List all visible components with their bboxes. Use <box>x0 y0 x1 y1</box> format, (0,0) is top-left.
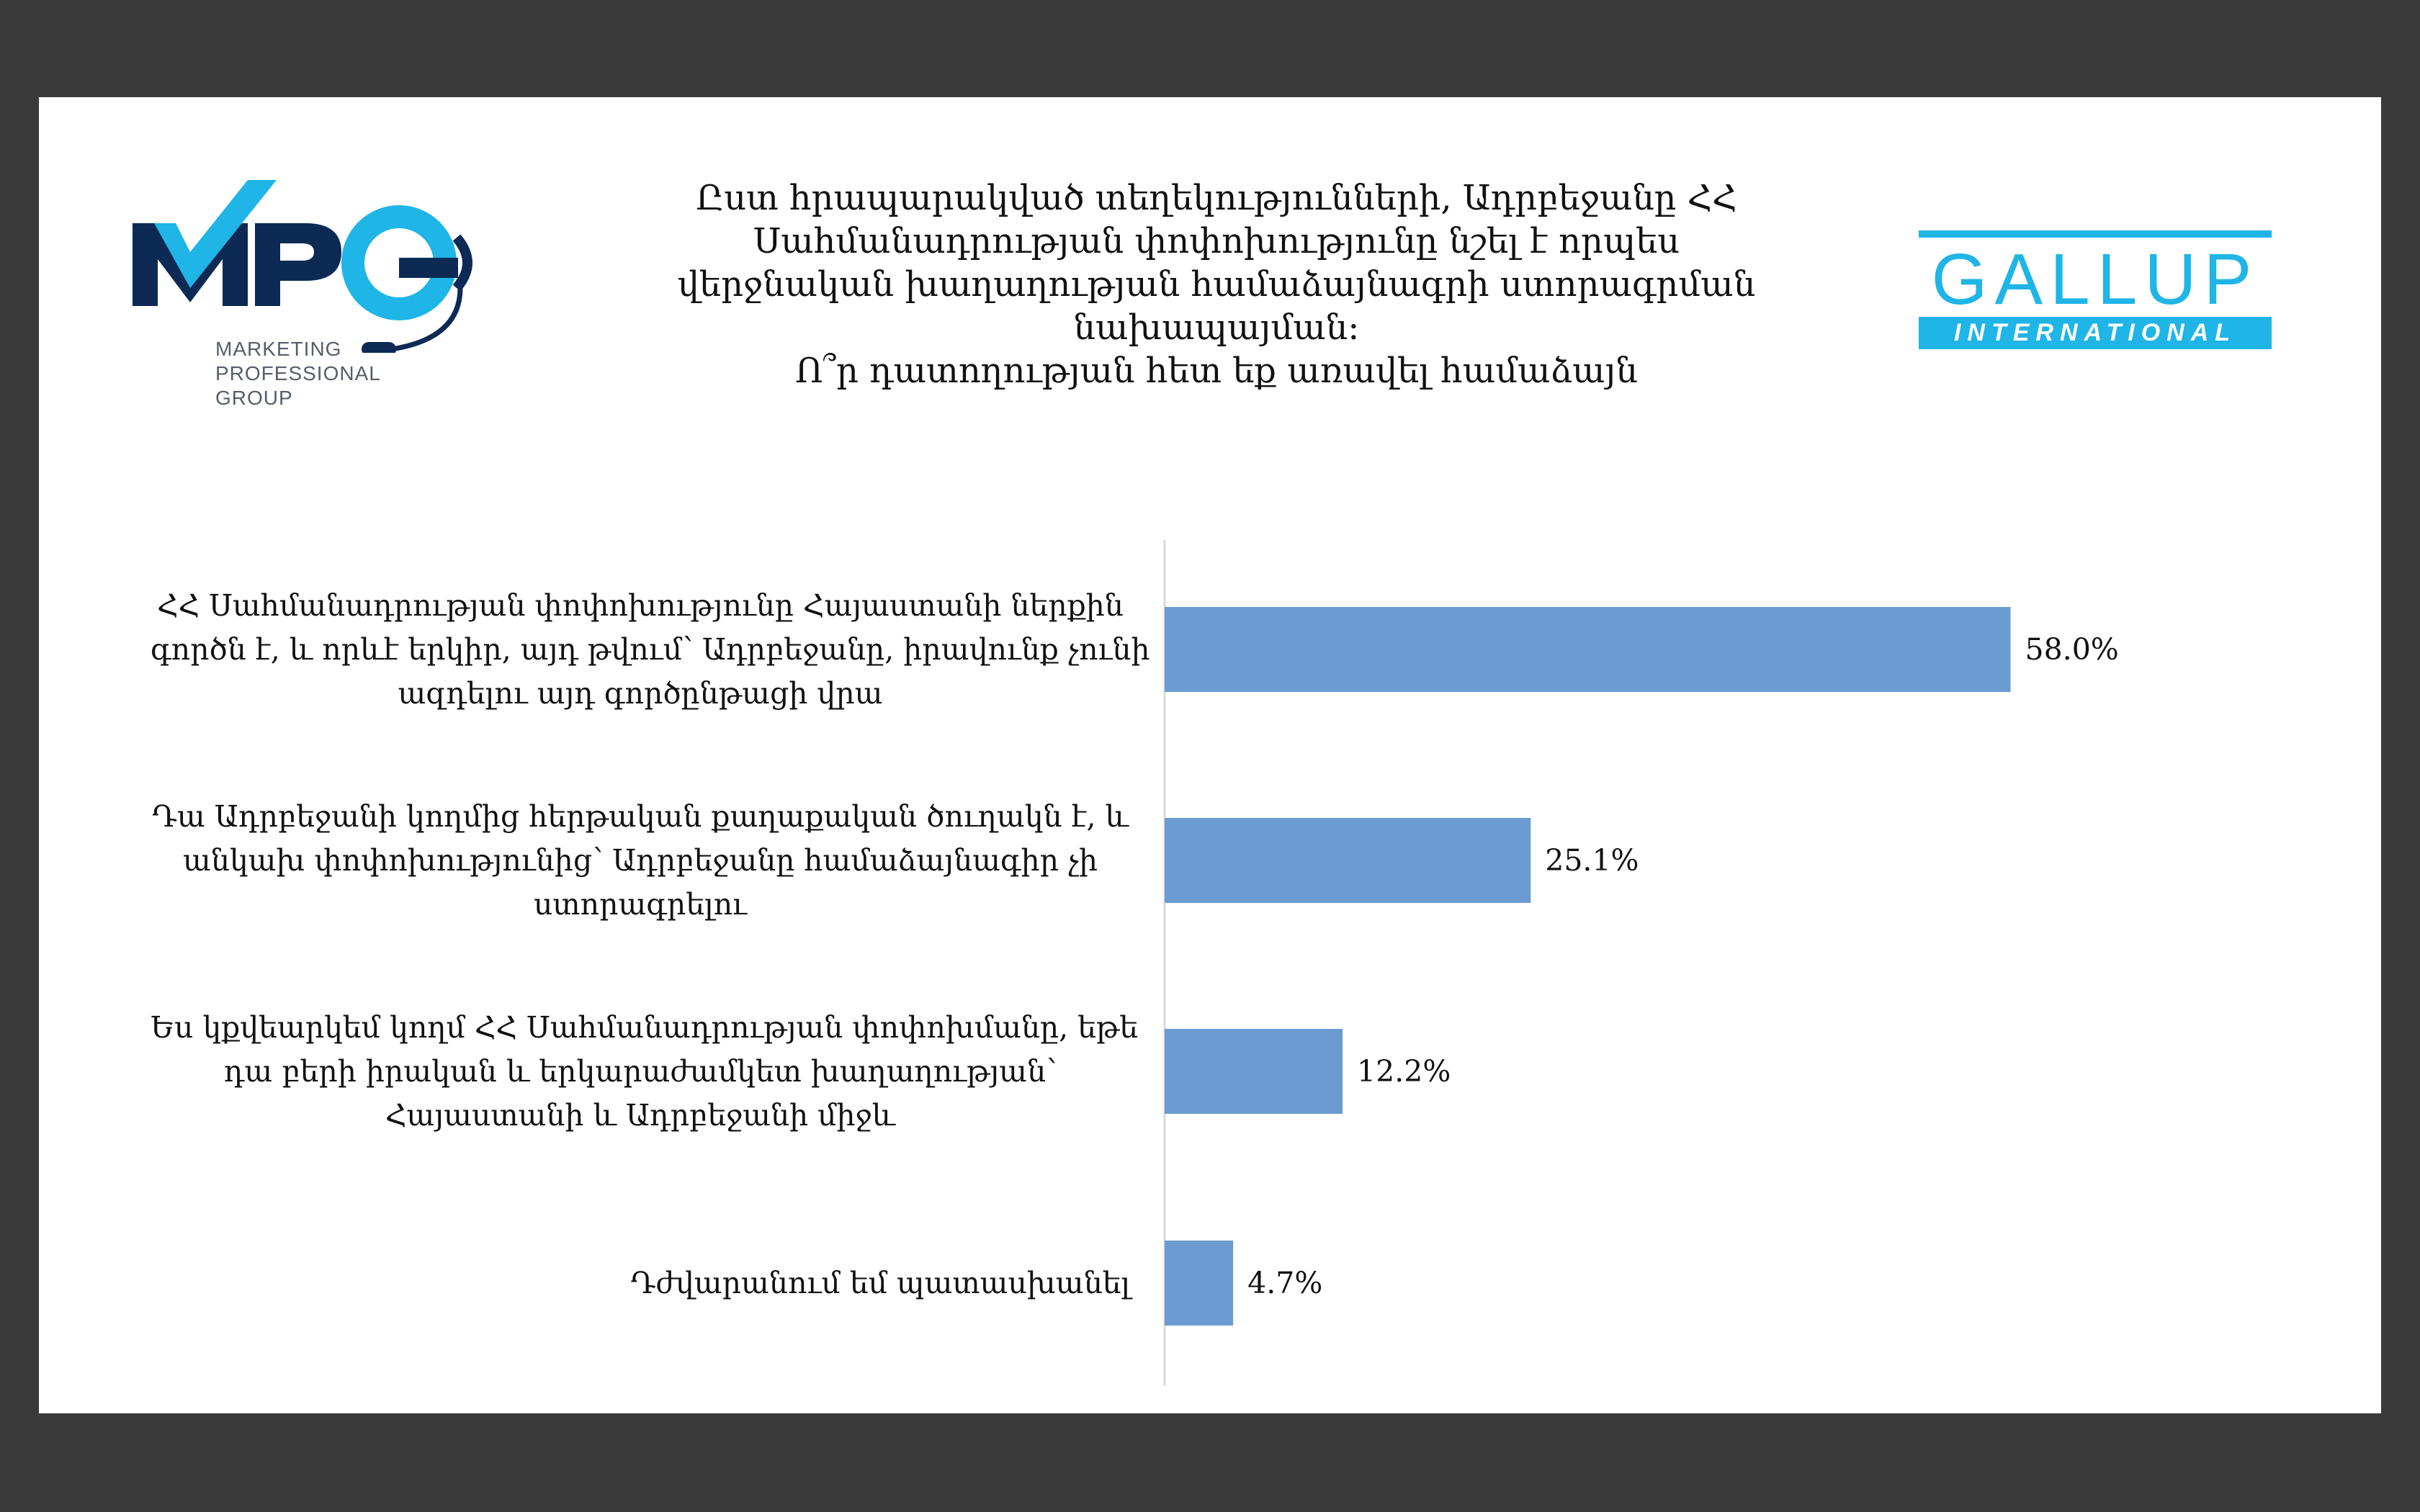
mpg-subtitle: MARKETING PROFESSIONAL GROUP <box>215 337 381 410</box>
bar-chart <box>1163 540 2011 1386</box>
category-label-line: ՀՀ Սահմանադրության փոփոխությունը Հայաստա… <box>157 588 1124 623</box>
gallup-top-bar <box>1919 230 2272 238</box>
category-label-line: անկախ փոփոխությունից՝ Ադրբեջանը համաձայն… <box>182 842 1098 878</box>
mpg-subtitle-line: GROUP <box>215 387 293 409</box>
mpg-logo-mark <box>133 180 472 353</box>
title-line: Սահմանադրության փոփոխությունը նշել է որպ… <box>753 221 1680 261</box>
bar <box>1165 818 1531 903</box>
category-label-line: ազդելու այդ գործընթացի վրա <box>398 675 883 711</box>
gallup-logo: GALLUP INTERNATIONAL <box>1919 230 2272 353</box>
category-label-line: Դժվարանում եմ պատասխանել <box>630 1265 1130 1300</box>
data-label: 25.1% <box>1545 843 1639 878</box>
chart-title: Ըստ հրապարակված տեղեկությունների, Ադրբեջ… <box>601 176 1832 392</box>
title-line: Ըստ հրապարակված տեղեկությունների, Ադրբեջ… <box>696 178 1737 218</box>
category-label-line: Հայաստանի և Ադրբեջանի միջև <box>385 1097 895 1133</box>
category-label: Դժվարանում եմ պատասխանել <box>151 1261 1130 1305</box>
category-label: ՀՀ Սահմանադրության փոփոխությունը Հայաստա… <box>151 584 1150 716</box>
category-label-line: Դա Ադրբեջանի կողմից հերթական քաղաքական ծ… <box>152 798 1129 834</box>
slide: MARKETING PROFESSIONAL GROUP Ըստ հրապարա… <box>39 97 2381 1413</box>
gallup-international: INTERNATIONAL <box>1919 317 2272 349</box>
bar <box>1165 1241 1234 1326</box>
category-label-line: ստորագրելու <box>533 886 747 922</box>
data-label: 4.7% <box>1247 1266 1323 1300</box>
bar <box>1165 1029 1343 1114</box>
bar <box>1165 607 2011 692</box>
gallup-wordmark: GALLUP <box>1931 239 2259 320</box>
title-line: Ո՞ր դատողության հետ եք առավել համաձայն <box>795 351 1638 391</box>
category-label-line: Ես կքվեարկեմ կողմ ՀՀ Սահմանադրության փոփ… <box>151 1009 1139 1045</box>
title-line: նախապայման: <box>1073 307 1360 348</box>
mpg-logo: MARKETING PROFESSIONAL GROUP <box>133 180 557 432</box>
mpg-subtitle-line: MARKETING <box>215 338 342 360</box>
title-line: վերջնական խաղաղության համաձայնագրի ստորա… <box>677 264 1756 305</box>
category-label: Ես կքվեարկեմ կողմ ՀՀ Սահմանադրության փոփ… <box>151 1006 1139 1138</box>
data-label: 12.2% <box>1357 1054 1451 1089</box>
data-label: 58.0% <box>2025 632 2119 667</box>
category-label: Դա Ադրբեջանի կողմից հերթական քաղաքական ծ… <box>151 795 1130 927</box>
category-label-line: դա բերի իրական և երկարաժամկետ խաղաղությա… <box>223 1053 1057 1089</box>
category-label-line: գործն է, և որևէ երկիր, այդ թվում՝ Ադրբեջ… <box>151 631 1150 667</box>
mpg-subtitle-line: PROFESSIONAL <box>215 362 381 384</box>
